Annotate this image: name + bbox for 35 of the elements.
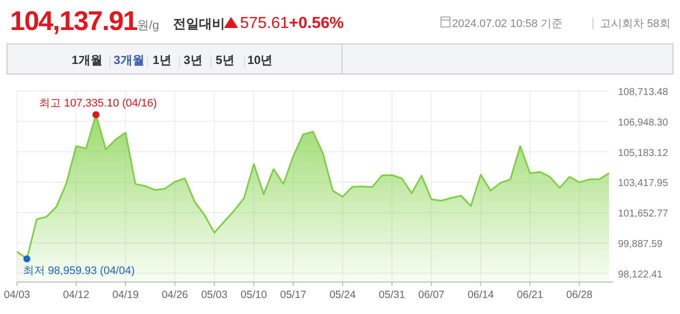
text: 10년 [247,53,273,67]
text: 원/g [137,18,160,32]
y-tick-label: 98,122.41 [618,269,663,280]
x-tick-label: 06/14 [468,289,494,301]
text: 1개월 [72,53,102,67]
x-tick-label: 04/12 [63,289,90,301]
x-tick-label: 04/03 [4,289,30,301]
x-tick-label: 05/24 [329,289,356,301]
x-tick-label: 05/10 [240,289,268,301]
annotation: 최저 98,959.93 (04/04) [22,264,135,277]
text: 1년 [152,53,172,67]
x-tick-label: 06/07 [418,289,445,301]
text: 2024.07.02 10:58 기준 [452,18,563,30]
text: 104,137.91 [10,6,138,36]
y-tick-label: 99,887.59 [618,238,663,250]
x-tick-label: 05/31 [378,289,406,301]
text: +0.56% [289,15,344,32]
x-tick-label: 04/26 [162,289,188,301]
text: 고시회차 58회 [600,18,670,30]
x-tick-label: 06/21 [516,289,544,301]
y-tick-label: 108,713.48 [618,87,668,98]
text: 3년 [184,53,202,67]
y-tick-label: 105,183.12 [618,148,668,159]
y-tick-label: 101,652.77 [618,208,668,220]
text: 5년 [216,53,234,67]
x-tick-label: 05/03 [201,289,228,301]
text: 전일대비 [173,16,225,31]
y-tick-label: 103,417.95 [618,178,668,190]
y-tick-label: 106,948.30 [618,117,668,128]
x-tick-label: 06/28 [566,289,593,301]
text: 3개월 [114,53,144,67]
annotation: 최고 107,335.10 (04/16) [38,98,157,110]
x-tick-label: 04/19 [112,289,139,301]
x-tick-label: 05/17 [280,289,307,301]
text: 575.61 [240,15,290,32]
